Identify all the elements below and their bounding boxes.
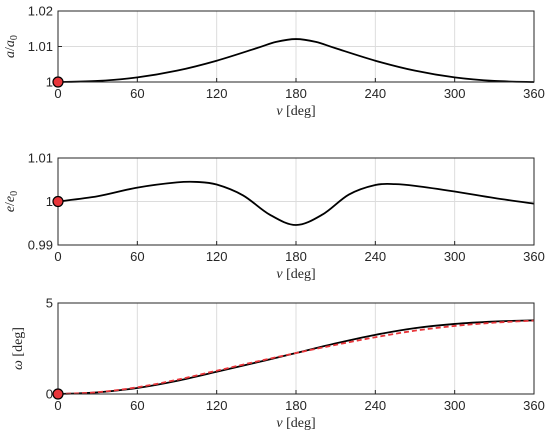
initial-point-marker xyxy=(52,195,64,208)
x-tick-label: 0 xyxy=(54,86,61,101)
x-tick-label: 120 xyxy=(206,249,228,264)
y-tick-label: 1.01 xyxy=(28,39,53,54)
series-line xyxy=(57,180,535,226)
y-tick-label: 1.01 xyxy=(28,151,53,166)
y-axis-label: a/a0 xyxy=(3,35,20,58)
x-tick-label: 300 xyxy=(444,86,466,101)
plot-panel-3: 0 60 120 180 240 300 360 0 5 ν [deg] ω [deg] xyxy=(11,296,545,432)
y-tick-label: 0.99 xyxy=(28,238,53,253)
y-tick-label: 1 xyxy=(46,75,53,90)
x-tick-label: 180 xyxy=(285,249,307,264)
initial-point-marker xyxy=(52,388,64,400)
series-line-dashed xyxy=(57,319,535,395)
axes-frame xyxy=(57,302,535,395)
x-tick-label: 60 xyxy=(130,398,144,413)
y-tick-label: 1.02 xyxy=(28,4,53,19)
y-tick-label: 1 xyxy=(46,194,53,209)
x-tick-label: 0 xyxy=(54,398,61,413)
y-axis-label: ω [deg] xyxy=(11,327,26,370)
initial-point-marker xyxy=(52,76,64,88)
series-line xyxy=(57,38,535,83)
x-tick-label: 180 xyxy=(285,86,307,101)
x-tick-label: 360 xyxy=(523,249,545,264)
x-tick-label: 360 xyxy=(523,86,545,101)
plot-panel-2: 0 60 120 180 240 300 360 0.99 1 1.01 ν [deg] e/e0 xyxy=(3,151,545,283)
x-tick-label: 300 xyxy=(444,398,466,413)
y-tick-label: 0 xyxy=(46,387,53,402)
x-tick-label: 60 xyxy=(130,249,144,264)
x-tick-label: 240 xyxy=(364,86,386,101)
x-axis-label: ν [deg] xyxy=(276,267,315,282)
axes-frame xyxy=(57,10,535,83)
x-tick-label: 240 xyxy=(364,398,386,413)
x-tick-label: 0 xyxy=(54,249,61,264)
y-axis-label: e/e0 xyxy=(3,191,20,212)
x-tick-label: 360 xyxy=(523,398,545,413)
x-tick-label: 240 xyxy=(364,249,386,264)
x-axis-label: ν [deg] xyxy=(276,104,315,119)
x-axis-label: ν [deg] xyxy=(276,416,315,431)
plot-panel-1: 0 60 120 180 240 300 360 1 1.01 1.02 ν [deg] a/a0 xyxy=(3,4,545,120)
x-tick-label: 120 xyxy=(206,86,228,101)
x-tick-label: 60 xyxy=(130,86,144,101)
y-tick-label: 5 xyxy=(46,296,53,311)
x-tick-label: 120 xyxy=(206,398,228,413)
x-tick-label: 180 xyxy=(285,398,307,413)
x-tick-label: 300 xyxy=(444,249,466,264)
